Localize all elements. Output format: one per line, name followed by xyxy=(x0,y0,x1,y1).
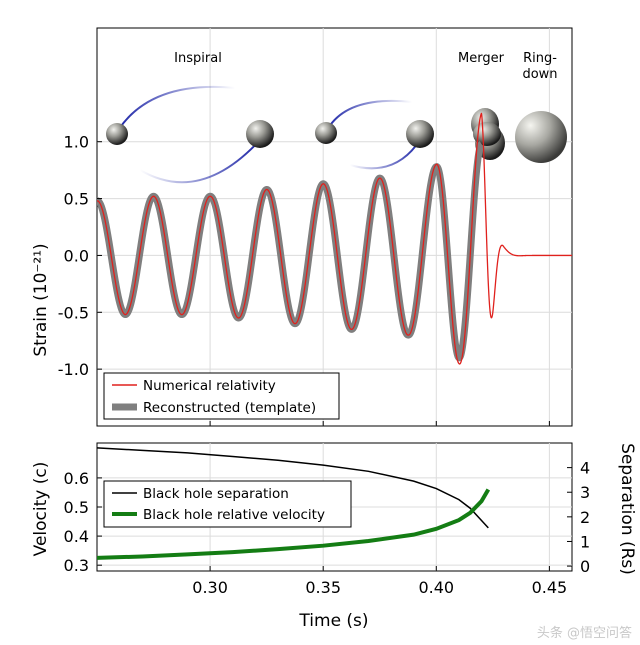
axis-ticks: 0.30 0.35 0.40 0.451.00.50.0-0.5-1.00.60.50… xyxy=(58,133,590,597)
strain-y-tick-label: 0.5 xyxy=(64,190,89,209)
orbit-1-lower xyxy=(139,139,261,184)
legend-label-separation: Black hole separation xyxy=(143,486,289,502)
velocity-legend-box xyxy=(103,480,352,528)
orbit-1-upper xyxy=(116,86,236,133)
black-hole-2b xyxy=(406,120,434,148)
black-hole-1b xyxy=(246,120,274,148)
orbit-2-upper xyxy=(325,99,413,133)
velocity-legend: Black hole separation Black hole relativ… xyxy=(103,480,352,528)
watermark: 头条 @悟空问答 xyxy=(537,625,632,641)
separation-y-tick-label: 4 xyxy=(580,459,590,478)
label-merger: Merger xyxy=(458,51,505,66)
velocity-y-tick-label: 0.6 xyxy=(64,469,89,488)
x-tick-label: 0.45 xyxy=(532,578,568,597)
label-ringdown-1: Ring- xyxy=(523,51,557,66)
legend-label-velocity: Black hole relative velocity xyxy=(143,507,325,523)
legend-label-template: Reconstructed (template) xyxy=(143,400,316,416)
strain-y-tick-label: -1.0 xyxy=(58,360,89,379)
strain-y-tick-label: 1.0 xyxy=(64,133,89,152)
separation-line xyxy=(97,447,489,529)
velocity-y-tick-label: 0.5 xyxy=(64,498,89,517)
separation-y-tick-label: 1 xyxy=(580,532,590,551)
separation-y-axis-label: Separation (Rs) xyxy=(617,443,637,575)
separation-y-tick-label: 0 xyxy=(580,557,590,576)
strain-numerical-relativity-line xyxy=(97,112,572,365)
x-tick-label: 0.35 xyxy=(305,578,341,597)
label-ringdown-2: down xyxy=(522,67,557,82)
separation-y-tick-label: 2 xyxy=(580,508,590,527)
strain-panel-frame xyxy=(96,27,573,427)
ringdown-black-hole xyxy=(515,111,567,163)
x-axis-label: Time (s) xyxy=(298,611,368,631)
label-inspiral: Inspiral xyxy=(174,51,222,66)
velocity-y-tick-label: 0.3 xyxy=(64,556,89,575)
x-tick-label: 0.30 xyxy=(192,578,228,597)
velocity-y-axis-label: Velocity (c) xyxy=(31,462,51,557)
binary-illustration: Inspiral Merger Ring- down xyxy=(106,51,567,184)
black-hole-1a xyxy=(106,123,128,145)
strain-y-axis-label: Strain (10⁻²¹) xyxy=(31,243,51,356)
strain-y-tick-label: 0.0 xyxy=(64,246,89,265)
legend-label-numerical: Numerical relativity xyxy=(143,378,276,394)
separation-y-tick-label: 3 xyxy=(580,483,590,502)
strain-legend-box xyxy=(103,372,340,420)
velocity-line xyxy=(97,488,491,560)
strain-y-tick-label: -0.5 xyxy=(58,303,89,322)
orbit-2-lower xyxy=(349,139,421,170)
black-hole-2a xyxy=(315,122,337,144)
x-tick-label: 0.40 xyxy=(418,578,454,597)
strain-legend: Numerical relativity Reconstructed (temp… xyxy=(103,372,340,420)
velocity-y-tick-label: 0.4 xyxy=(64,527,89,546)
velocity-grid xyxy=(97,443,572,571)
